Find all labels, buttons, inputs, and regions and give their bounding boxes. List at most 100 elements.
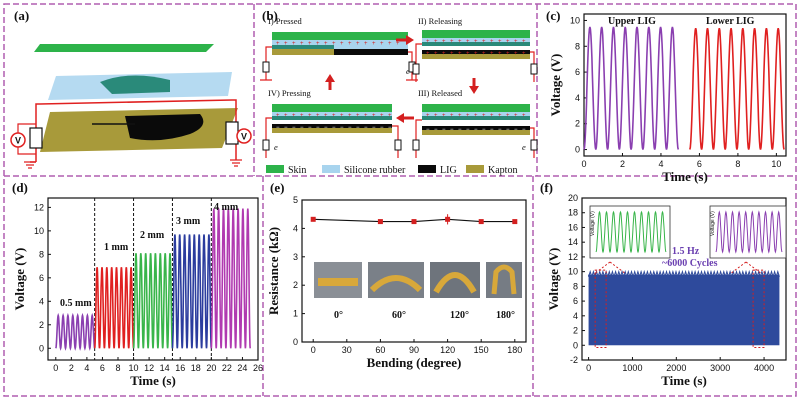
charge-sign: + [316, 41, 320, 47]
resistance-point [445, 216, 451, 222]
right-voltmeter-glyph: V [241, 132, 247, 142]
upper-lig [100, 75, 170, 94]
chart-f-ytick-label: 0 [573, 340, 578, 350]
highlight-start [594, 269, 607, 348]
panel-a: (a) V V [10, 8, 252, 169]
series-lower-lig [689, 28, 785, 150]
stage2-circuit-right [530, 51, 535, 82]
chart-c-plot-frame [583, 13, 787, 157]
charge-sign: − [356, 125, 360, 131]
chart-e-xtick-label: 60 [375, 345, 385, 355]
chart-e-xtick-label: 120 [440, 345, 455, 355]
bending-photos [314, 262, 522, 298]
charge-sign: + [522, 113, 526, 119]
chart-e-xtick-label: 150 [474, 345, 489, 355]
chart-d-xlabel: Time (s) [130, 373, 176, 388]
inset-left: Voltage (V) [589, 205, 671, 259]
wire-top [39, 99, 233, 105]
stage3-electron: e [522, 142, 526, 152]
chart-e-ytick-label: 0 [293, 337, 298, 347]
chart-f-xtick-label: 2000 [666, 363, 686, 373]
charge-sign: + [276, 113, 280, 119]
legend-skin-swatch [266, 165, 284, 173]
arrow-down-icon [469, 86, 479, 94]
chart-f-ytick-label: 12 [568, 252, 578, 262]
charge-sign: + [388, 41, 392, 47]
panel-d-label: (d) [12, 180, 28, 195]
charge-sign: − [332, 125, 336, 131]
charge-sign: + [324, 113, 328, 119]
chart-d-ytick-label: 6 [39, 273, 44, 283]
charge-sign: + [474, 51, 478, 57]
stage4-circuit [265, 117, 272, 158]
charge-sign: + [490, 39, 494, 45]
chart-d-ytick-label: 8 [39, 249, 44, 259]
charge-sign: + [426, 39, 430, 45]
chart-c-xtick-label: 0 [581, 159, 586, 169]
charge-sign: + [292, 41, 296, 47]
chart-f-xtick-label: 1000 [622, 363, 642, 373]
charge-sign: − [506, 127, 510, 133]
chart-e-ytick-label: 1 [293, 309, 298, 319]
chart-e-xtick-label: 180 [507, 345, 522, 355]
annotation-1mm: 1 mm [104, 242, 129, 253]
right-voltmeter-icon [236, 128, 252, 144]
charge-sign: + [506, 39, 510, 45]
charge-sign: − [426, 127, 430, 133]
annotation-cycles: ~6000 Cycles [662, 258, 718, 269]
charge-sign: − [372, 125, 376, 131]
photo-label-120: 120° [450, 310, 469, 321]
chart-d-xtick-label: 24 [237, 363, 247, 373]
chart-f-ytick-label: 20 [568, 193, 578, 203]
chart-c-ytick-label: 2 [575, 119, 580, 129]
chart-e-xtick-label: 90 [409, 345, 419, 355]
series-3-mm [171, 234, 213, 349]
chart-d-xtick-label: 8 [115, 363, 120, 373]
legend-lig-swatch [418, 165, 436, 173]
chart-d-xtick-label: 10 [129, 363, 139, 373]
charge-sign: + [522, 51, 526, 57]
stage-4: IV) Pressing [268, 88, 311, 98]
charge-sign: − [434, 127, 438, 133]
stage1-circuit [260, 46, 272, 81]
charge-sign: + [434, 51, 438, 57]
charge-sign: + [498, 113, 502, 119]
stage3-circuit-right [530, 127, 535, 158]
charge-sign: − [300, 125, 304, 131]
charge-sign: + [458, 39, 462, 45]
charge-sign: − [388, 125, 392, 131]
chart-d-ylabel: Voltage (V) [12, 248, 27, 311]
charge-sign: − [458, 127, 462, 133]
chart-c-xtick-label: 10 [771, 159, 781, 169]
right-ground-icon [230, 159, 242, 167]
annotation-3mm: 3 mm [176, 216, 201, 227]
chart-d-xtick-label: 12 [144, 363, 154, 373]
photo-label-60: 60° [392, 310, 406, 321]
arrow-left-icon [396, 113, 404, 123]
charge-sign: + [276, 41, 280, 47]
charge-sign: + [396, 41, 400, 47]
chart-f-ytick-label: 4 [573, 311, 578, 321]
chart-c-ylabel: Voltage (V) [548, 54, 563, 117]
stage4-resistor-right [394, 139, 402, 151]
stack-released [422, 104, 530, 135]
panel-e-label: (e) [270, 180, 284, 195]
charge-sign: + [300, 113, 304, 119]
chart-f-ytick-label: 6 [573, 296, 578, 306]
charge-sign: − [522, 127, 526, 133]
chart-d-xtick-label: 4 [84, 363, 89, 373]
series-0-5-mm [55, 312, 96, 351]
chart-f-ytick-label: 2 [573, 326, 578, 336]
charge-sign: + [490, 51, 494, 57]
charge-sign: + [348, 41, 352, 47]
chart-d-xtick-label: 26 [253, 363, 263, 373]
charge-sign: + [308, 113, 312, 119]
annotation-4mm: 4 mm [214, 202, 239, 213]
inset-left-ylabel: Voltage (V) [590, 211, 596, 236]
chart-f-ytick-label: 16 [568, 222, 578, 232]
charge-sign: + [380, 41, 384, 47]
legend-lig: LIG [440, 165, 457, 176]
charge-sign: + [426, 51, 430, 57]
chart-c-xlabel: Time (s) [662, 169, 708, 184]
charge-sign: − [514, 127, 518, 133]
